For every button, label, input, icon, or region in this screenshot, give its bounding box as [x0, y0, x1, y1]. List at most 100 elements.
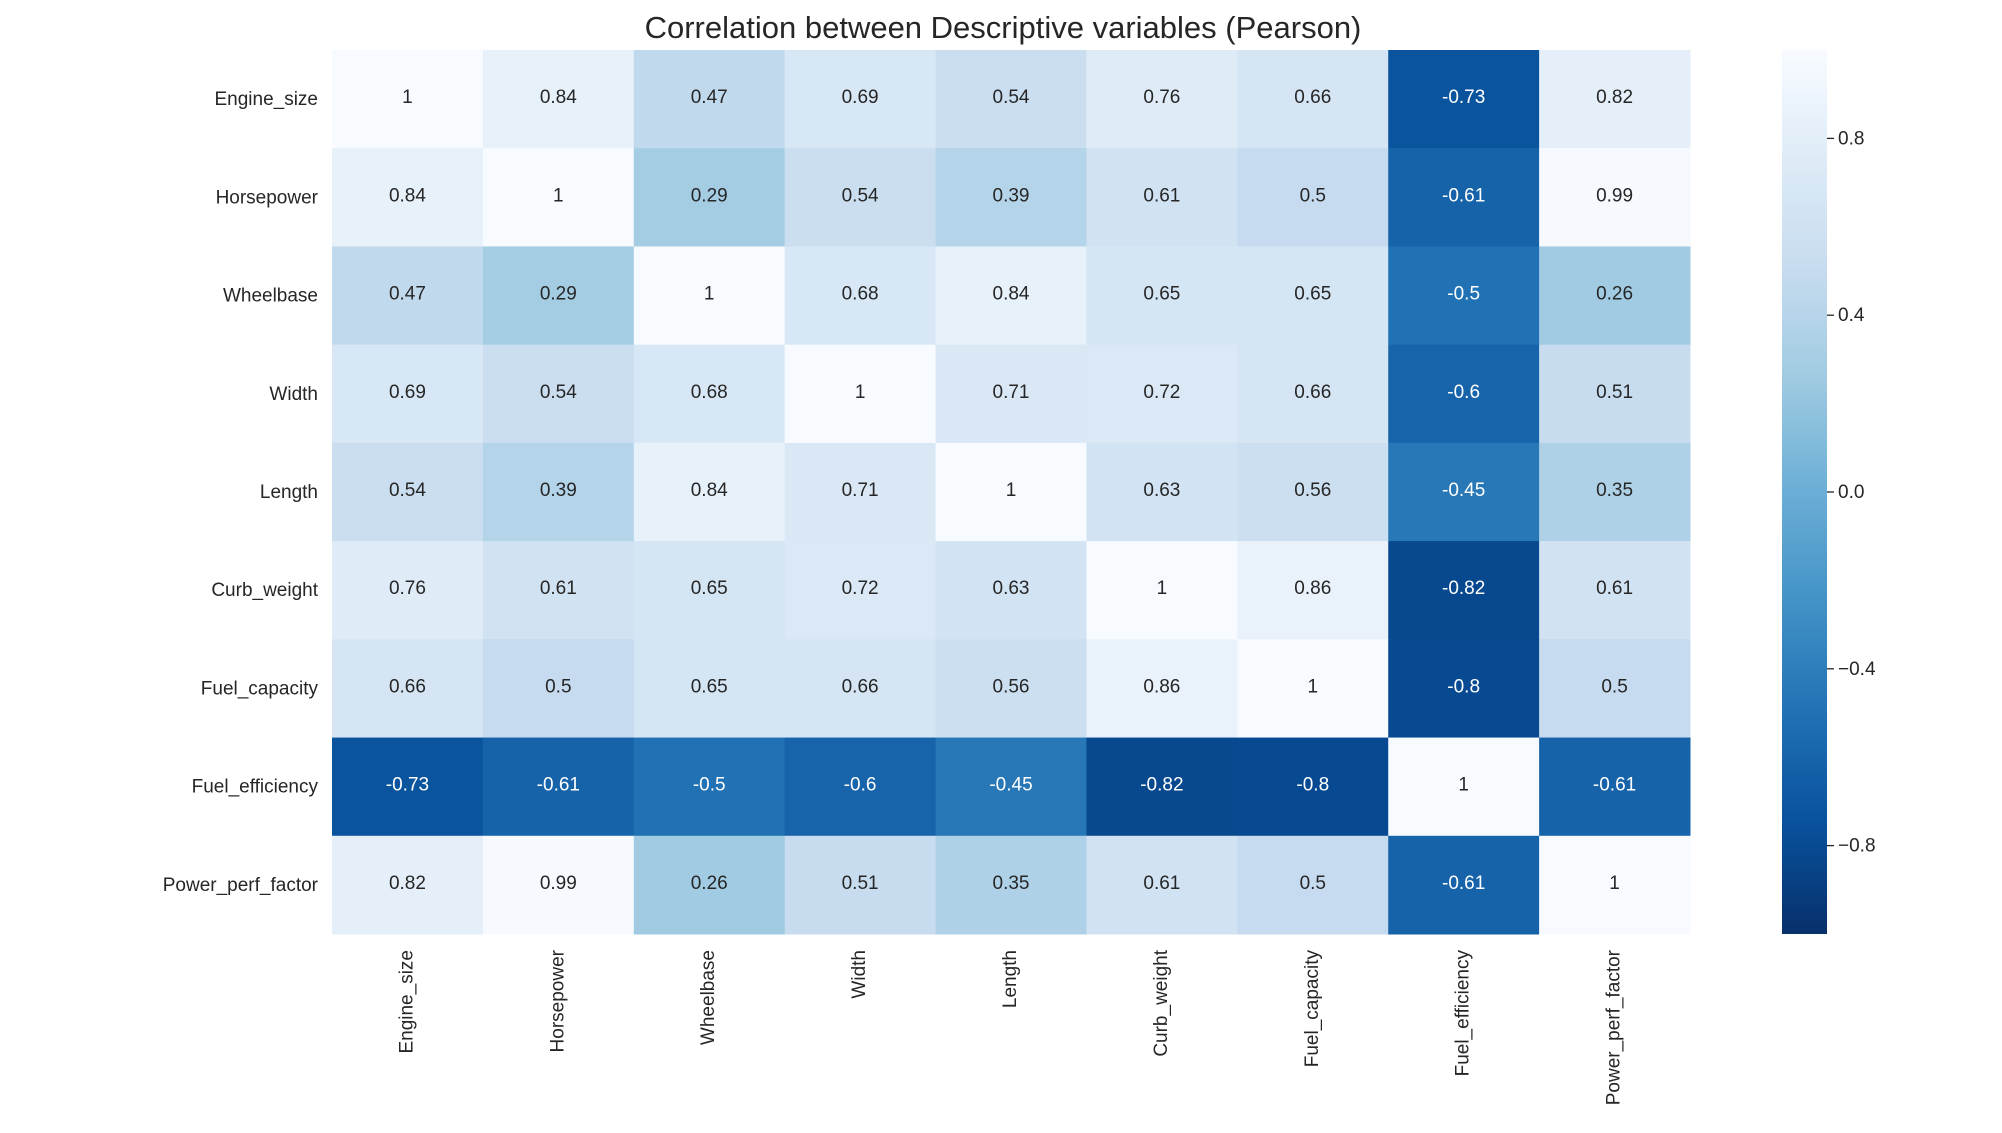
cell-value-label: 0.63 — [1143, 480, 1180, 501]
heatmap-cell — [1086, 737, 1238, 837]
cell-value-label: -0.6 — [844, 775, 877, 796]
heatmap-cell — [332, 148, 484, 247]
cell-value-label: 0.72 — [1143, 382, 1180, 403]
heatmap-cell — [1086, 541, 1238, 640]
cell-value-label: 0.76 — [1143, 87, 1180, 108]
heatmap-cell — [482, 50, 635, 149]
heatmap-cell — [332, 50, 484, 149]
cell-value-label: -0.8 — [1296, 775, 1329, 796]
heatmap-cell — [784, 835, 937, 935]
cell-value-label: 0.56 — [1294, 480, 1331, 501]
heatmap-cell — [482, 246, 635, 346]
y-tick-labels: Engine_size Horsepower Wheelbase Width Lengt… — [163, 89, 319, 896]
heatmap-cell — [1539, 50, 1691, 149]
heatmap-cell — [633, 50, 786, 149]
heatmap-cell — [332, 246, 484, 346]
x-tick-label: Width — [849, 950, 870, 999]
heatmap-cell — [1237, 442, 1389, 542]
cell-value-label: 0.82 — [389, 873, 426, 894]
heatmap-cell — [1086, 639, 1238, 739]
heatmap-cell — [633, 639, 786, 739]
colorbar-gradient — [1782, 50, 1827, 934]
heatmap-cell — [1388, 442, 1540, 542]
heatmap-cell — [1388, 639, 1540, 739]
heatmap-cell — [1539, 442, 1691, 542]
cell-value-label: 0.86 — [1143, 676, 1180, 697]
colorbar-tick-label: 0.8 — [1838, 128, 1864, 149]
heatmap-cell — [784, 50, 937, 149]
heatmap-cell — [1237, 246, 1389, 346]
heatmap-cell — [633, 246, 786, 346]
cell-value-label: 0.39 — [540, 480, 577, 501]
colorbar-tick-label: 0.0 — [1838, 482, 1864, 503]
cell-value-label: 0.35 — [1596, 480, 1633, 501]
heatmap-cell — [784, 442, 937, 542]
heatmap-cell — [935, 541, 1087, 640]
cell-value-label: 0.61 — [540, 578, 577, 599]
cell-value-label: 0.29 — [691, 185, 728, 206]
cell-value-label: 0.51 — [1596, 382, 1633, 403]
cell-value-label: 0.61 — [1143, 185, 1180, 206]
cell-value-label: 0.29 — [540, 284, 577, 305]
cell-value-label: 0.65 — [1143, 284, 1180, 305]
y-tick-label: Wheelbase — [223, 286, 318, 307]
cell-value-label: 0.47 — [691, 87, 728, 108]
heatmap-cell — [1237, 344, 1389, 444]
cell-value-label: 0.86 — [1294, 578, 1331, 599]
heatmap-cell — [784, 737, 937, 837]
chart-title: Correlation between Descriptive variable… — [645, 10, 1362, 45]
y-tick-label: Width — [269, 384, 318, 405]
heatmap-cell — [1086, 442, 1238, 542]
x-tick-label: Fuel_capacity — [1302, 950, 1323, 1068]
heatmap-cell — [633, 541, 786, 640]
cell-value-label: 0.71 — [842, 480, 879, 501]
cell-value-label: 0.76 — [389, 578, 426, 599]
cell-value-label: 0.51 — [842, 873, 879, 894]
heatmap-cell — [1388, 246, 1540, 346]
colorbar-tick-label: −0.8 — [1838, 836, 1876, 857]
heatmap-cell — [1539, 737, 1691, 837]
cell-value-label: 1 — [553, 185, 564, 206]
cell-value-label: -0.61 — [1593, 775, 1636, 796]
cell-value-label: 1 — [1307, 676, 1318, 697]
cell-value-label: 0.84 — [389, 185, 426, 206]
heatmap-cell — [482, 148, 635, 247]
cell-value-label: 0.84 — [540, 87, 577, 108]
colorbar-tick-label: −0.4 — [1838, 659, 1876, 680]
heatmap-cell — [482, 737, 635, 837]
heatmap-cell — [1388, 344, 1540, 444]
heatmap-cell — [784, 246, 937, 346]
heatmap-cell — [935, 344, 1087, 444]
heatmap-cells: 1 0.84 0.47 0.69 0.54 0.76 0.66 -0.73 0.82 0.84 1 0… — [332, 50, 1691, 935]
cell-value-label: 0.82 — [1596, 87, 1633, 108]
colorbar-tick-label: 0.4 — [1838, 305, 1865, 326]
x-tick-label: Wheelbase — [698, 950, 719, 1045]
cell-value-label: 0.5 — [1300, 185, 1326, 206]
heatmap-cell — [1086, 50, 1238, 149]
cell-value-label: 0.5 — [545, 676, 571, 697]
cell-value-label: 1 — [1157, 578, 1168, 599]
cell-value-label: 0.66 — [389, 676, 426, 697]
cell-value-label: -0.6 — [1447, 382, 1480, 403]
cell-value-label: 0.56 — [993, 676, 1030, 697]
cell-value-label: 0.63 — [993, 578, 1030, 599]
cell-value-label: 1 — [855, 382, 866, 403]
cell-value-label: 0.84 — [993, 284, 1030, 305]
heatmap-cell — [1388, 737, 1540, 837]
heatmap-cell — [935, 50, 1087, 149]
cell-value-label: 0.54 — [540, 382, 577, 403]
x-tick-label: Power_perf_factor — [1604, 949, 1625, 1105]
heatmap-cell — [935, 737, 1087, 837]
cell-value-label: 0.68 — [842, 284, 879, 305]
heatmap-cell — [1237, 835, 1389, 935]
cell-value-label: 0.69 — [389, 382, 426, 403]
y-tick-label: Length — [260, 482, 318, 503]
heatmap-cell — [784, 541, 937, 640]
cell-value-label: 0.99 — [1596, 185, 1633, 206]
cell-value-label: 0.54 — [993, 87, 1030, 108]
cell-value-label: 1 — [402, 87, 413, 108]
heatmap-cell — [1237, 148, 1389, 247]
heatmap-cell — [1086, 835, 1238, 935]
